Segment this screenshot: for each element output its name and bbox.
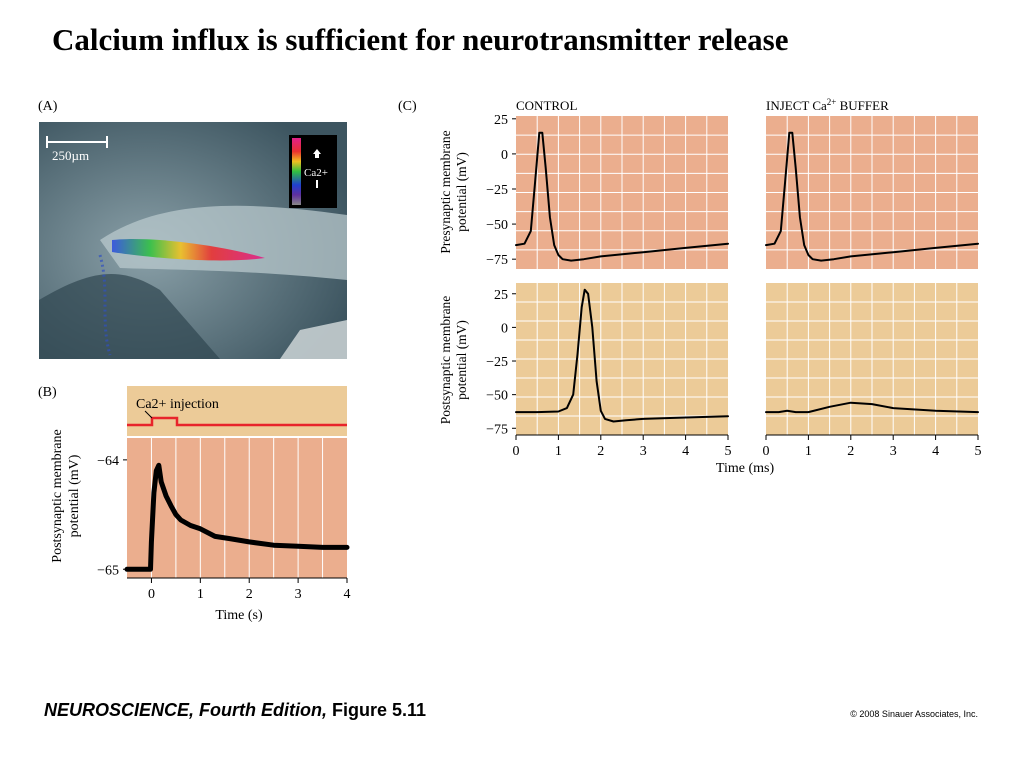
legend-ca-label: Ca2+	[304, 167, 328, 179]
panel-b-ylabel-1: Postsynaptic membrane	[50, 429, 65, 562]
injection-pulse-line	[127, 416, 347, 427]
c-buffer-post-xtick-label: 3	[890, 444, 897, 459]
panel-b-label: (B)	[38, 385, 57, 400]
panel-c-xlabel: Time (ms)	[716, 461, 775, 476]
injection-label: Ca2+ injection	[136, 397, 219, 412]
c-control-post-xtick-label: 5	[725, 444, 732, 459]
panel-b-xtick-label: 2	[246, 587, 253, 602]
footer-figure: Figure 5.11	[332, 700, 427, 720]
slide-title: Calcium influx is sufficient for neurotr…	[52, 22, 789, 57]
c-control-pre-ytick-label: −75	[486, 253, 508, 268]
panel-b-xlabel: Time (s)	[215, 608, 263, 623]
panel-b-xtick-label: 1	[197, 587, 204, 602]
panel-a-label: (A)	[38, 99, 58, 114]
c-control-post-ytick-label: 25	[494, 288, 508, 303]
c-control-post-xtick-label: 3	[640, 444, 647, 459]
c-buffer-post-trace	[765, 401, 979, 414]
footer-copyright: © 2008 Sinauer Associates, Inc.	[850, 709, 978, 719]
col-title-buffer: INJECT Ca2+ BUFFER	[766, 97, 889, 113]
panel-c-ylabel-bottom-1: Postsynaptic membrane	[438, 296, 453, 425]
panel-b-ytick-label: −64	[97, 454, 119, 469]
chart-b: −64 −65 0 1 2 3 4	[97, 438, 351, 602]
c-control-post-xtick-label: 1	[555, 444, 562, 459]
panel-c-ylabel-top-1: Presynaptic membrane	[438, 130, 453, 253]
panel-c-label: (C)	[398, 99, 417, 114]
c-buffer-post-xtick-label: 5	[975, 444, 982, 459]
c-control-post-ytick-label: −25	[486, 355, 508, 370]
scale-bar-label: 250µm	[52, 148, 89, 163]
panel-b-ytick-label: −65	[97, 563, 119, 578]
c-control-pre-ytick-label: −25	[486, 183, 508, 198]
c-control-post-ytick-label: 0	[501, 321, 508, 336]
footer-citation: NEUROSCIENCE, Fourth Edition, Figure 5.1…	[44, 700, 426, 721]
chart-c: 25 0 −25 −50 −75 25 0 −25 −50 −75 0 1 2 3 4 5 0 1 2 3 4 5	[486, 113, 981, 459]
c-control-pre-ytick-label: 25	[494, 113, 508, 128]
panel-c-ylabel-top-2: potential (mV)	[454, 152, 469, 232]
panel-b-xtick-label: 3	[295, 587, 302, 602]
injection-strip: Ca2+ injection	[127, 386, 347, 436]
c-control-post-xtick-label: 4	[682, 444, 689, 459]
panel-c-ylabel-bottom-2: potential (mV)	[454, 320, 469, 400]
panel-b-trace	[124, 462, 350, 572]
panel-b-plot-area	[127, 438, 347, 578]
c-buffer-post-xtick-label: 4	[932, 444, 939, 459]
c-control-pre-ytick-label: −50	[486, 218, 508, 233]
c-buffer-post-xtick-label: 1	[805, 444, 812, 459]
scale-bar: 250µm	[46, 136, 108, 163]
c-control-post-trace	[515, 288, 729, 423]
panel-b-ylabel-2: potential (mV)	[67, 454, 82, 537]
panel-b-xtick-label: 0	[148, 587, 155, 602]
c-control-post-ytick-label: −50	[486, 389, 508, 404]
c-control-post-ytick-label: −75	[486, 422, 508, 437]
calcium-color-legend: Ca2+	[289, 135, 337, 208]
c-control-pre-ytick-label: 0	[501, 148, 508, 163]
panel-b-xtick-label: 4	[344, 587, 351, 602]
c-control-pre-trace	[515, 131, 729, 262]
c-buffer-pre-trace	[765, 131, 979, 262]
calcium-signal	[112, 239, 265, 261]
c-control-post-xtick-label: 0	[513, 444, 520, 459]
col-title-control: CONTROL	[516, 98, 577, 113]
c-buffer-post-xtick-label: 2	[847, 444, 854, 459]
footer-book: NEUROSCIENCE, Fourth Edition,	[44, 700, 327, 720]
c-control-post-xtick-label: 2	[597, 444, 604, 459]
c-buffer-post-xtick-label: 0	[763, 444, 770, 459]
